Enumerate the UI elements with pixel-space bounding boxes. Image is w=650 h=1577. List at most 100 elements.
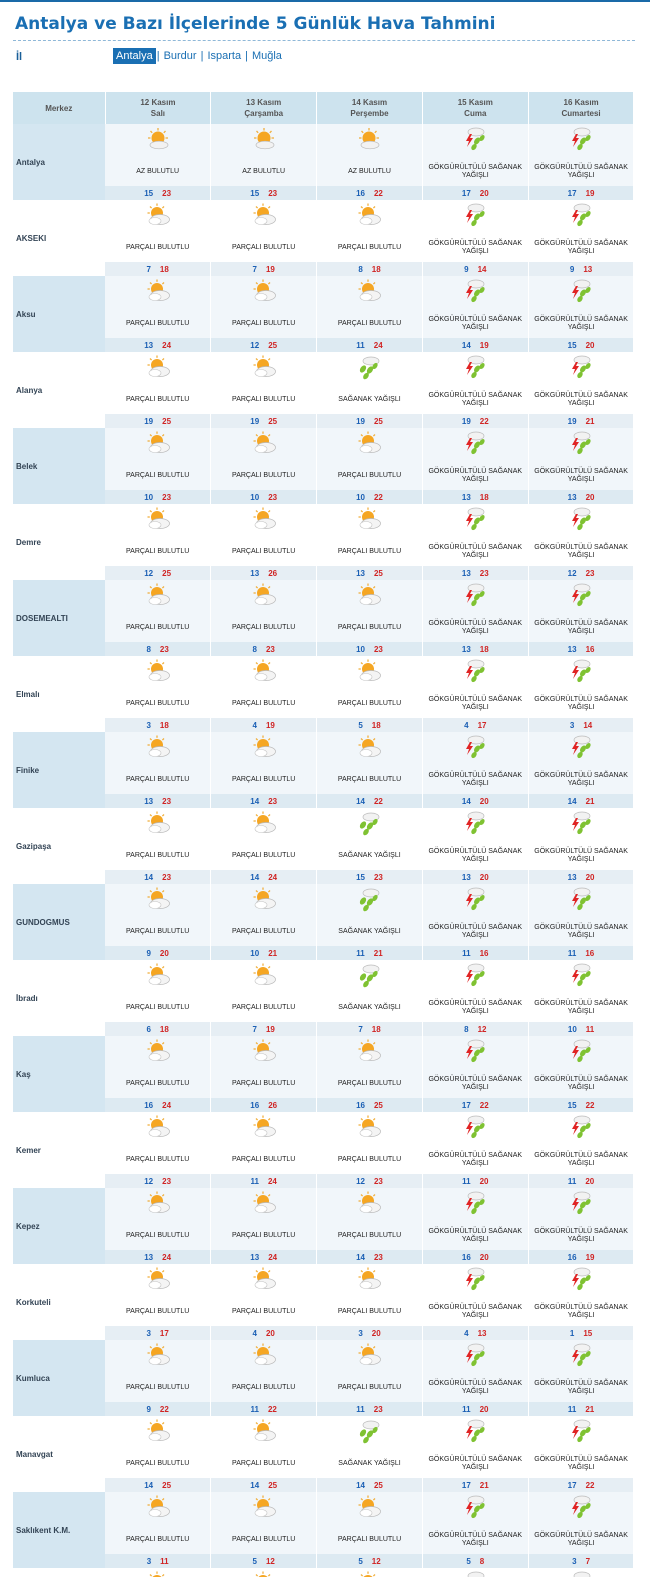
temperature-cell: 11 21 [528, 1402, 634, 1416]
temperature-cell: 13 25 [317, 566, 423, 580]
weather-description: AZ BULUTLU [211, 157, 317, 186]
min-temp: 11 [251, 1177, 259, 1186]
weather-description: PARÇALI BULUTLU [317, 233, 423, 262]
max-temp: 23 [268, 189, 277, 198]
shower-icon [356, 962, 382, 988]
temperature-cell: 8 23 [105, 642, 211, 656]
weather-icon-cell [211, 656, 317, 689]
weather-icon-cell [528, 580, 634, 613]
city-row-group: Belek PARÇALI BULUTLU PARÇALI BULUTLU PARÇA… [13, 428, 634, 504]
description-row: PARÇALI BULUTLU PARÇALI BULUTLU PARÇALI BU… [13, 1221, 634, 1250]
weather-description: PARÇALI BULUTLU [317, 309, 423, 338]
max-temp: 20 [480, 1253, 489, 1262]
max-temp: 16 [480, 949, 489, 958]
min-temp: 13 [144, 1253, 153, 1262]
min-temp: 9 [146, 949, 150, 958]
min-temp: 4 [464, 1329, 468, 1338]
weather-description: PARÇALI BULUTLU [211, 385, 317, 414]
max-temp: 23 [586, 569, 595, 578]
province-link-mugla[interactable]: Muğla [249, 48, 285, 64]
max-temp: 20 [266, 1329, 275, 1338]
temperature-cell: 3 17 [105, 1326, 211, 1340]
partly-cloudy-icon [251, 1190, 277, 1216]
description-row: PARÇALI BULUTLU PARÇALI BULUTLU PARÇALI BU… [13, 233, 634, 262]
city-name: Belek [13, 428, 105, 504]
description-row: PARÇALI BULUTLU PARÇALI BULUTLU PARÇALI BU… [13, 309, 634, 338]
min-temp: 16 [144, 1101, 153, 1110]
province-link-burdur[interactable]: Burdur [161, 48, 200, 64]
weather-icon-cell [317, 1416, 423, 1449]
temperature-row: 3 11 5 12 5 12 5 8 3 7 [13, 1554, 634, 1568]
min-temp: 12 [356, 1177, 365, 1186]
temperature-cell: 3 14 [528, 718, 634, 732]
weather-icon-cell [317, 1264, 423, 1297]
weather-icon-cell [528, 732, 634, 765]
min-temp: 3 [147, 1557, 151, 1566]
max-temp: 20 [586, 493, 595, 502]
thunder-shower-icon [568, 126, 594, 152]
thunder-shower-icon [568, 1494, 594, 1520]
partly-cloudy-icon [251, 810, 277, 836]
icon-row: Finike [13, 732, 634, 765]
temperature-cell: 11 22 [211, 1402, 317, 1416]
weather-description: PARÇALI BULUTLU [211, 537, 317, 566]
weather-icon-cell [211, 276, 317, 309]
max-temp: 24 [268, 1253, 277, 1262]
weather-icon-cell [105, 504, 211, 537]
icon-row: Manavgat [13, 1416, 634, 1449]
city-row-group: Kumluca PARÇALI BULUTLU PARÇALI BULUTLU PAR… [13, 1340, 634, 1416]
city-name: SERIK [13, 1568, 105, 1577]
province-link-isparta[interactable]: Isparta [204, 48, 244, 64]
page-title: Antalya ve Bazı İlçelerinde 5 Günlük Hav… [15, 14, 495, 34]
weather-icon-cell [528, 124, 634, 157]
partly-cloudy-icon [356, 506, 382, 532]
weather-description: PARÇALI BULUTLU [211, 1525, 317, 1554]
description-row: PARÇALI BULUTLU PARÇALI BULUTLU PARÇALI BU… [13, 1373, 634, 1402]
temperature-cell: 19 25 [317, 414, 423, 428]
temperature-row: 3 18 4 19 5 18 4 17 3 14 [13, 718, 634, 732]
partly-cloudy-icon [145, 734, 171, 760]
temperature-cell: 11 23 [317, 1402, 423, 1416]
description-row: PARÇALI BULUTLU PARÇALI BULUTLU PARÇALI BU… [13, 1297, 634, 1326]
partly-cloudy-icon [251, 1418, 277, 1444]
description-row: PARÇALI BULUTLU PARÇALI BULUTLU SAĞANAK YA… [13, 1449, 634, 1478]
province-link-antalya[interactable]: Antalya [113, 48, 156, 64]
max-temp: 18 [160, 721, 169, 730]
weather-icon-cell [105, 200, 211, 233]
min-temp: 15 [568, 1101, 577, 1110]
city-name: Saklıkent K.M. [13, 1492, 105, 1568]
partly-cloudy-icon [145, 810, 171, 836]
weather-description: AZ BULUTLU [317, 157, 423, 186]
max-temp: 23 [266, 645, 275, 654]
weather-description: GÖKGÜRÜLTÜLÜ SAĞANAK YAĞIŞLI [422, 1525, 528, 1554]
max-temp: 22 [586, 1481, 595, 1490]
temperature-cell: 13 23 [105, 794, 211, 808]
temperature-cell: 12 23 [105, 1174, 211, 1188]
thunder-shower-icon [462, 810, 488, 836]
weather-icon-cell [211, 808, 317, 841]
weather-description: PARÇALI BULUTLU [211, 1373, 317, 1402]
top-rule [0, 0, 650, 2]
weather-description: GÖKGÜRÜLTÜLÜ SAĞANAK YAĞIŞLI [528, 1069, 634, 1098]
weather-icon-cell [105, 1492, 211, 1525]
weather-icon-cell [317, 808, 423, 841]
icon-row: SERIK [13, 1568, 634, 1577]
temperature-cell: 10 11 [528, 1022, 634, 1036]
thunder-shower-icon [568, 430, 594, 456]
partly-cloudy-icon [251, 1114, 277, 1140]
max-temp: 19 [586, 189, 595, 198]
weather-description: GÖKGÜRÜLTÜLÜ SAĞANAK YAĞIŞLI [528, 765, 634, 794]
weather-description: GÖKGÜRÜLTÜLÜ SAĞANAK YAĞIŞLI [422, 917, 528, 946]
min-temp: 14 [144, 873, 153, 882]
weather-icon-cell [317, 200, 423, 233]
description-row: AZ BULUTLU AZ BULUTLU AZ BULUTLU GÖKGÜRÜLTÜ… [13, 157, 634, 186]
description-row: PARÇALI BULUTLU PARÇALI BULUTLU PARÇALI BU… [13, 1145, 634, 1174]
temperature-cell: 16 24 [105, 1098, 211, 1112]
day-header: 15 Kasım Cuma [422, 92, 528, 124]
min-temp: 14 [356, 1253, 365, 1262]
temperature-cell: 13 16 [528, 642, 634, 656]
temperature-cell: 11 21 [317, 946, 423, 960]
partly-cloudy-icon [356, 1570, 382, 1577]
temperature-cell: 15 23 [105, 186, 211, 200]
weather-icon-cell [105, 884, 211, 917]
